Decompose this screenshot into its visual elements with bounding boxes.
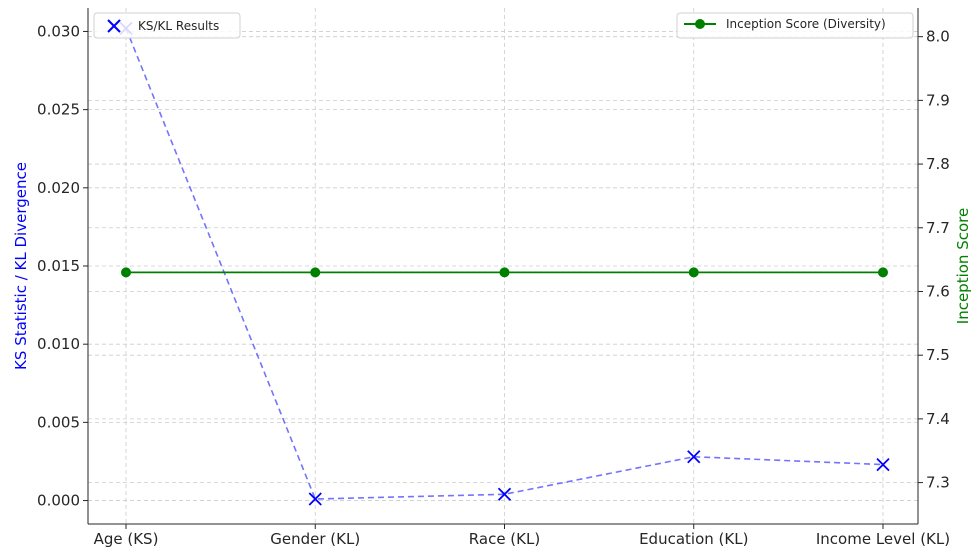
x-tick-label: Gender (KL) [270,530,360,548]
x-tick-label: Education (KL) [639,530,748,548]
legend-circle-marker-icon [684,19,716,29]
y2-tick-label: 7.6 [926,282,950,300]
x-tick-label: Age (KS) [94,530,159,548]
data-point-x-marker [876,457,890,472]
y-tick-label: 0.020 [37,179,80,197]
y2-tick-label: 7.7 [926,219,950,237]
legend-ks-kl: KS/KL Results [93,12,241,39]
y-tick-label: 0.010 [37,335,80,353]
y-tick-label: 0.030 [37,22,80,40]
y2-tick-label: 7.3 [926,474,950,492]
data-point-circle-marker [688,267,699,278]
ticks: Age (KS) Gender (KL) Race (KL) Education (K… [37,22,950,548]
y2-tick-label: 7.9 [926,91,950,109]
data-point-circle-marker [310,267,321,278]
legend-label-ks-kl: KS/KL Results [138,19,219,33]
y-axis-title: KS Statistic / KL Divergence [12,162,30,370]
legend-label-inception: Inception Score (Diversity) [726,17,886,31]
y-tick-label: 0.005 [37,413,80,431]
y2-tick-label: 7.8 [926,155,950,173]
x-tick-label: Income Level (KL) [816,530,950,548]
data-point-x-marker [497,487,512,501]
y-tick-label: 0.015 [37,257,80,275]
data-point-x-marker [308,492,322,506]
legend-inception: Inception Score (Diversity) [676,12,914,39]
data-point-circle-marker [121,267,131,278]
data-point-circle-marker [499,267,510,278]
series-line-0 [125,28,884,500]
y2-tick-label: 8.0 [926,28,950,46]
y2-tick-label: 7.4 [926,410,950,428]
x-tick-label: Race (KL) [469,530,540,548]
y2-axis-title: Inception Score [954,208,971,324]
legend-x-marker-icon [107,19,121,33]
data-point-circle-marker [878,267,888,278]
series-layer [119,21,890,506]
y2-tick-label: 7.5 [926,346,950,364]
data-point-x-marker [687,450,701,464]
y-tick-label: 0.000 [37,492,80,510]
y-tick-label: 0.025 [37,101,80,119]
grid [88,8,918,524]
